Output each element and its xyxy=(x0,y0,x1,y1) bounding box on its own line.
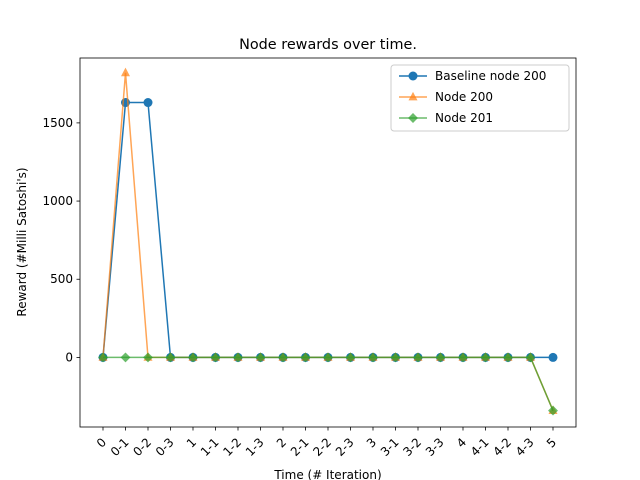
legend-box xyxy=(390,64,570,132)
data-point xyxy=(413,352,423,363)
series-layer xyxy=(98,67,558,416)
data-point xyxy=(300,352,311,363)
data-point xyxy=(345,352,356,363)
data-point xyxy=(323,352,333,363)
data-point xyxy=(503,352,513,363)
x-tick-label: 2-1 xyxy=(288,435,312,459)
data-point xyxy=(458,352,468,363)
data-point xyxy=(390,352,401,363)
legend-item-2: Node 200 xyxy=(399,90,493,104)
x-tick-label: 2 xyxy=(274,435,289,450)
x-tick-label: 1-2 xyxy=(220,435,244,459)
x-tick-label: 1-3 xyxy=(243,435,267,459)
y-tick-label: 500 xyxy=(50,272,73,286)
data-point xyxy=(548,352,558,362)
data-point xyxy=(98,352,108,363)
data-point xyxy=(368,352,378,363)
x-tick-label: 4-3 xyxy=(513,435,537,459)
x-tick-label: 3-2 xyxy=(400,435,424,459)
chart-title: Node rewards over time. xyxy=(239,37,417,53)
legend: Baseline node 200 Node 200 Node 201 xyxy=(390,64,570,132)
legend-label: Node 200 xyxy=(435,90,493,104)
x-tick-label: 1 xyxy=(184,435,199,450)
x-tick-label: 3-3 xyxy=(423,435,447,459)
y-tick-label: 1500 xyxy=(42,116,73,130)
y-axis-label: Reward (#Milli Satoshi's) xyxy=(15,167,29,316)
data-point xyxy=(188,352,198,363)
data-point xyxy=(143,98,153,108)
x-tick-label: 1-1 xyxy=(198,435,222,459)
x-tick-label: 0-1 xyxy=(108,435,132,459)
legend-item-1: Baseline node 200 xyxy=(399,69,546,83)
x-tick-label: 4 xyxy=(454,435,469,450)
data-point xyxy=(278,352,288,363)
data-point xyxy=(165,352,176,363)
x-tick-label: 0-2 xyxy=(130,435,154,459)
data-point xyxy=(480,352,491,363)
x-tick-label: 3-1 xyxy=(378,435,402,459)
x-tick-label: 4-2 xyxy=(490,435,514,459)
legend-marker xyxy=(408,71,418,81)
x-axis-label: Time (# Iteration) xyxy=(273,468,381,480)
x-tick-label: 5 xyxy=(544,435,559,450)
data-point xyxy=(210,352,221,363)
legend-label: Baseline node 200 xyxy=(435,69,546,83)
data-point xyxy=(233,352,243,363)
data-point xyxy=(121,67,130,77)
data-point xyxy=(143,352,153,363)
x-tick-label: 2-2 xyxy=(310,435,334,459)
legend-label: Node 201 xyxy=(435,111,493,125)
legend-marker xyxy=(408,91,418,101)
data-point xyxy=(548,405,558,416)
x-tick-label: 2-3 xyxy=(333,435,357,459)
legend-marker xyxy=(408,113,418,123)
data-point xyxy=(255,352,266,363)
data-point xyxy=(525,352,536,363)
legend-item-3: Node 201 xyxy=(399,111,493,125)
data-point xyxy=(120,352,131,363)
y-axis: 0 500 1000 1500 xyxy=(42,116,80,364)
x-axis: 00-10-20-3 11-11-21-3 22-12-22-3 33-13-23-3… xyxy=(94,427,559,459)
x-tick-label: 4-1 xyxy=(468,435,492,459)
x-tick-label: 3 xyxy=(364,435,379,450)
y-tick-label: 0 xyxy=(65,350,73,364)
data-point xyxy=(435,352,446,363)
series-3 xyxy=(98,352,558,416)
x-tick-label: 0 xyxy=(94,435,109,450)
y-tick-label: 1000 xyxy=(42,194,73,208)
x-tick-label: 0-3 xyxy=(153,435,177,459)
